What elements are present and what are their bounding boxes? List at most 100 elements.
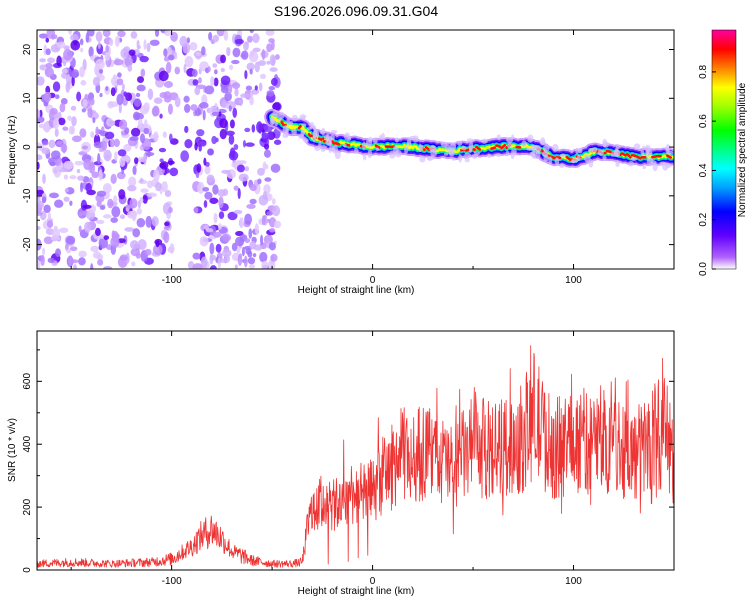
spectrogram-cell: [113, 138, 120, 148]
spectrogram-cell: [137, 239, 147, 250]
snr-ylabel: SNR (10 * v/v): [7, 418, 18, 482]
spectrogram-cell: [45, 37, 50, 43]
spectrogram-cell: [136, 84, 146, 92]
ridge-spray: [615, 159, 620, 168]
spectrogram-cell: [50, 33, 55, 40]
ridge-peak: [495, 144, 502, 149]
spectrogram-cell: [258, 82, 263, 92]
spectrogram-cell: [43, 204, 51, 213]
ridge-spray: [449, 143, 457, 152]
spectrogram-cell: [203, 157, 207, 166]
spectrogram-cell: [149, 39, 160, 46]
spectrogram-cell: [111, 230, 119, 243]
spectrogram-cell: [204, 85, 215, 95]
spectrogram-cell: [95, 227, 101, 237]
spectrogram-cell: [183, 63, 187, 73]
spectrogram-xtick-label: -100: [162, 275, 182, 286]
spectrogram-cell: [167, 160, 175, 165]
spectrogram-cell: [43, 91, 52, 103]
ridge-spray: [458, 153, 463, 163]
spectrogram-cell: [231, 82, 241, 90]
spectrogram-cell: [113, 58, 124, 66]
spectrogram-cell: [111, 206, 121, 218]
spectrogram-cell: [116, 93, 124, 105]
spectrogram-ytick-label: 0: [22, 144, 33, 150]
spectrogram-image: [37, 30, 674, 269]
spectrogram-cell: [262, 161, 267, 171]
spectrogram-cell: [114, 151, 118, 162]
ridge-spray: [506, 136, 514, 144]
spectrogram-cell: [47, 57, 55, 64]
spectrogram-cell: [228, 134, 235, 145]
ridge-spray: [495, 153, 502, 157]
spectrogram-cell: [223, 30, 229, 41]
spectrogram-cell: [143, 127, 150, 135]
spectrogram-cell: [56, 41, 66, 49]
spectrogram-cell: [195, 171, 200, 179]
spectrogram-cell: [129, 240, 139, 250]
snr-ytick-label: 0: [22, 567, 33, 573]
spectrogram-cell: [116, 78, 124, 86]
ridge-spray: [574, 157, 579, 163]
spectrogram-cell: [143, 153, 147, 165]
spectrogram-cell: [224, 254, 230, 263]
spectrogram-cell: [51, 228, 61, 239]
ridge-spray: [505, 150, 510, 157]
spectrogram-cell: [211, 135, 217, 145]
spectrogram-cell: [37, 211, 43, 216]
ridge-spray: [404, 145, 409, 154]
spectrogram-cell: [167, 246, 174, 253]
ridge-spray: [457, 140, 463, 146]
spectrogram-cell: [269, 54, 276, 67]
colorbar-tick-label: 0.2: [698, 212, 709, 226]
spectrogram-cell: [117, 149, 127, 157]
ridge-spray: [542, 144, 550, 152]
ridge-spray: [597, 149, 604, 156]
spectrogram-cell: [50, 150, 61, 160]
spectrogram-cell: [74, 160, 85, 166]
spectrogram-cell: [80, 80, 87, 86]
snr-ytick-label: 200: [22, 498, 33, 515]
spectrogram-cell: [60, 143, 68, 153]
spectrogram-cell: [96, 201, 102, 208]
spectrogram-cell: [252, 47, 261, 53]
colorbar-ticks: 0.0 0.2 0.4 0.6 0.8: [698, 64, 716, 276]
spectrogram-cell: [193, 206, 199, 214]
spectrogram-cell: [69, 246, 78, 251]
spectrogram-cell: [37, 76, 45, 86]
spectrogram-cell: [259, 73, 266, 80]
spectrogram-cell: [43, 122, 50, 133]
spectrogram-cell: [274, 54, 280, 60]
ridge-spray: [312, 129, 317, 139]
ridge-spray: [496, 134, 501, 140]
spectrogram-cell: [63, 160, 74, 170]
ridge-spray: [394, 137, 399, 143]
spectrogram-cell: [123, 143, 132, 152]
spectrogram-cell: [233, 143, 239, 150]
spectrogram-cell: [263, 149, 271, 158]
ridge-peak: [605, 149, 612, 154]
ridge-spray: [628, 160, 634, 167]
spectrogram-cell: [261, 215, 266, 226]
spectrogram-cell: [164, 221, 170, 227]
spectrogram-cell: [169, 133, 173, 142]
spectrogram-cell: [163, 225, 170, 230]
spectrogram-cell: [187, 261, 195, 269]
spectrogram-cell: [97, 259, 104, 266]
spectrogram-ytick-label: 20: [22, 44, 33, 56]
spectrogram-cell: [145, 215, 153, 228]
spectrogram-cell: [105, 86, 109, 92]
spectrogram-cell: [140, 68, 146, 77]
spectrogram-cell: [244, 166, 250, 172]
spectrogram-cell: [174, 96, 181, 108]
snr-series-line: [37, 345, 674, 568]
spectrogram-cell: [233, 209, 243, 215]
spectrogram-cell: [44, 67, 55, 78]
spectrogram-cell: [71, 116, 77, 127]
spectrogram-cell: [82, 145, 88, 150]
spectrogram-cell: [266, 131, 276, 140]
ridge-spray: [602, 155, 607, 161]
spectrogram-cell: [214, 102, 218, 109]
